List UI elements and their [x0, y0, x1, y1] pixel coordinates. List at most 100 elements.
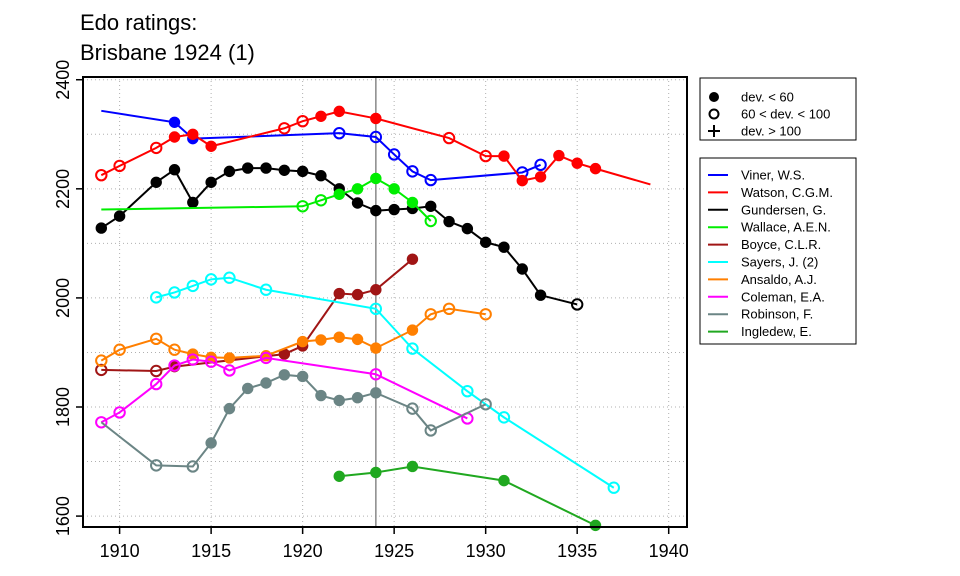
- data-point: [223, 402, 236, 415]
- data-point: [113, 210, 126, 222]
- data-point: [296, 165, 309, 178]
- y-tick-label: 2000: [53, 278, 73, 318]
- data-point: [351, 183, 364, 195]
- data-point: [424, 308, 437, 321]
- data-point: [113, 406, 126, 419]
- data-point: [150, 291, 163, 304]
- data-point: [150, 459, 163, 472]
- data-point: [406, 165, 419, 178]
- data-point: [498, 474, 510, 487]
- data-point: [168, 343, 181, 356]
- legend-marker-filled: [709, 92, 719, 102]
- data-point: [168, 131, 181, 143]
- data-point: [534, 171, 547, 183]
- series-robinson-f: [100, 369, 492, 473]
- data-point: [516, 174, 528, 187]
- legend-marker-plus: [708, 125, 720, 137]
- data-point: [150, 332, 163, 346]
- series-sayers-j-2: [150, 271, 620, 494]
- series-viner-w-s: [101, 109, 547, 187]
- data-point: [223, 271, 236, 284]
- legend-label-viner-w-s: Viner, W.S.: [741, 168, 805, 183]
- data-point: [278, 369, 291, 381]
- series-ingledew-e: [333, 460, 602, 532]
- data-point: [333, 470, 345, 482]
- data-point: [406, 460, 419, 473]
- data-point: [168, 359, 181, 372]
- y-axis: 1600 1800 2000 2200 2400: [53, 60, 83, 536]
- data-point: [242, 162, 254, 174]
- data-point: [259, 283, 273, 296]
- data-point: [516, 263, 528, 275]
- data-point: [333, 105, 345, 118]
- y-tick-label: 2400: [53, 60, 73, 100]
- data-point: [95, 354, 108, 367]
- series-watson-c-g-m: [95, 105, 651, 187]
- y-tick-label: 2200: [53, 169, 73, 209]
- legend-label-sayers-j-2: Sayers, J. (2): [741, 255, 818, 270]
- data-point: [461, 222, 474, 235]
- data-point: [205, 176, 217, 188]
- data-point: [461, 384, 474, 398]
- data-point: [607, 481, 620, 494]
- data-point: [187, 196, 199, 209]
- legend-label-watson-c-g-m: Watson, C.G.M.: [741, 185, 833, 200]
- data-point: [370, 172, 382, 185]
- data-point: [205, 437, 217, 449]
- data-point: [150, 141, 163, 155]
- legend-label-ingledew-e: Ingledew, E.: [741, 324, 812, 339]
- data-point: [315, 389, 327, 402]
- series-wallace-a-e-n: [101, 172, 437, 228]
- series-layer: [95, 105, 651, 532]
- data-point: [168, 286, 181, 299]
- data-point: [479, 398, 492, 411]
- series-line-boyce-c-l-r: [101, 258, 414, 373]
- data-point: [204, 355, 218, 368]
- data-point: [186, 460, 200, 473]
- data-point: [186, 353, 200, 366]
- data-point: [351, 288, 364, 301]
- series-legend: Viner, W.S. Watson, C.G.M. Gundersen, G. Wa…: [699, 157, 857, 345]
- data-point: [351, 197, 364, 209]
- series-line-coleman-e-a: [100, 356, 468, 424]
- data-point: [589, 519, 602, 532]
- data-point: [425, 200, 437, 212]
- data-point: [534, 289, 547, 301]
- legend-label-boyce-c-l-r: Boyce, C.L.R.: [741, 237, 821, 252]
- legend-label-wallace-a-e-n: Wallace, A.E.N.: [741, 220, 831, 235]
- x-tick-label: 1940: [649, 541, 689, 561]
- series-line-wallace-a-e-n: [101, 177, 432, 222]
- data-point: [424, 173, 437, 187]
- data-point: [260, 377, 272, 389]
- data-point: [406, 196, 419, 209]
- data-point: [498, 150, 510, 162]
- data-point: [315, 334, 327, 346]
- data-point: [479, 149, 492, 163]
- data-point: [150, 176, 162, 188]
- x-axis: 1910 1915 1920 1925 1930 1935 1940: [100, 527, 689, 561]
- marker-legend-label: dev. < 60: [741, 90, 794, 105]
- data-point: [278, 122, 291, 135]
- data-point: [498, 241, 510, 253]
- chart-title-line-1: Edo ratings:: [80, 10, 198, 35]
- data-point: [571, 157, 583, 169]
- data-point: [406, 324, 419, 336]
- data-point: [260, 162, 272, 174]
- data-point: [223, 165, 236, 178]
- data-point: [186, 279, 200, 293]
- series-coleman-e-a: [95, 351, 474, 429]
- data-point: [387, 148, 401, 161]
- data-point: [315, 110, 327, 122]
- plot-area-frame: [82, 76, 688, 528]
- gridlines: [83, 77, 687, 527]
- data-point: [388, 183, 400, 195]
- data-point: [333, 188, 345, 200]
- x-tick-label: 1935: [557, 541, 597, 561]
- data-point: [534, 158, 547, 172]
- series-ansaldo-a-j: [95, 302, 492, 367]
- x-tick-label: 1925: [374, 541, 414, 561]
- data-point: [370, 112, 382, 125]
- data-point: [479, 308, 492, 321]
- data-point: [296, 114, 309, 128]
- y-tick-label: 1800: [53, 387, 73, 427]
